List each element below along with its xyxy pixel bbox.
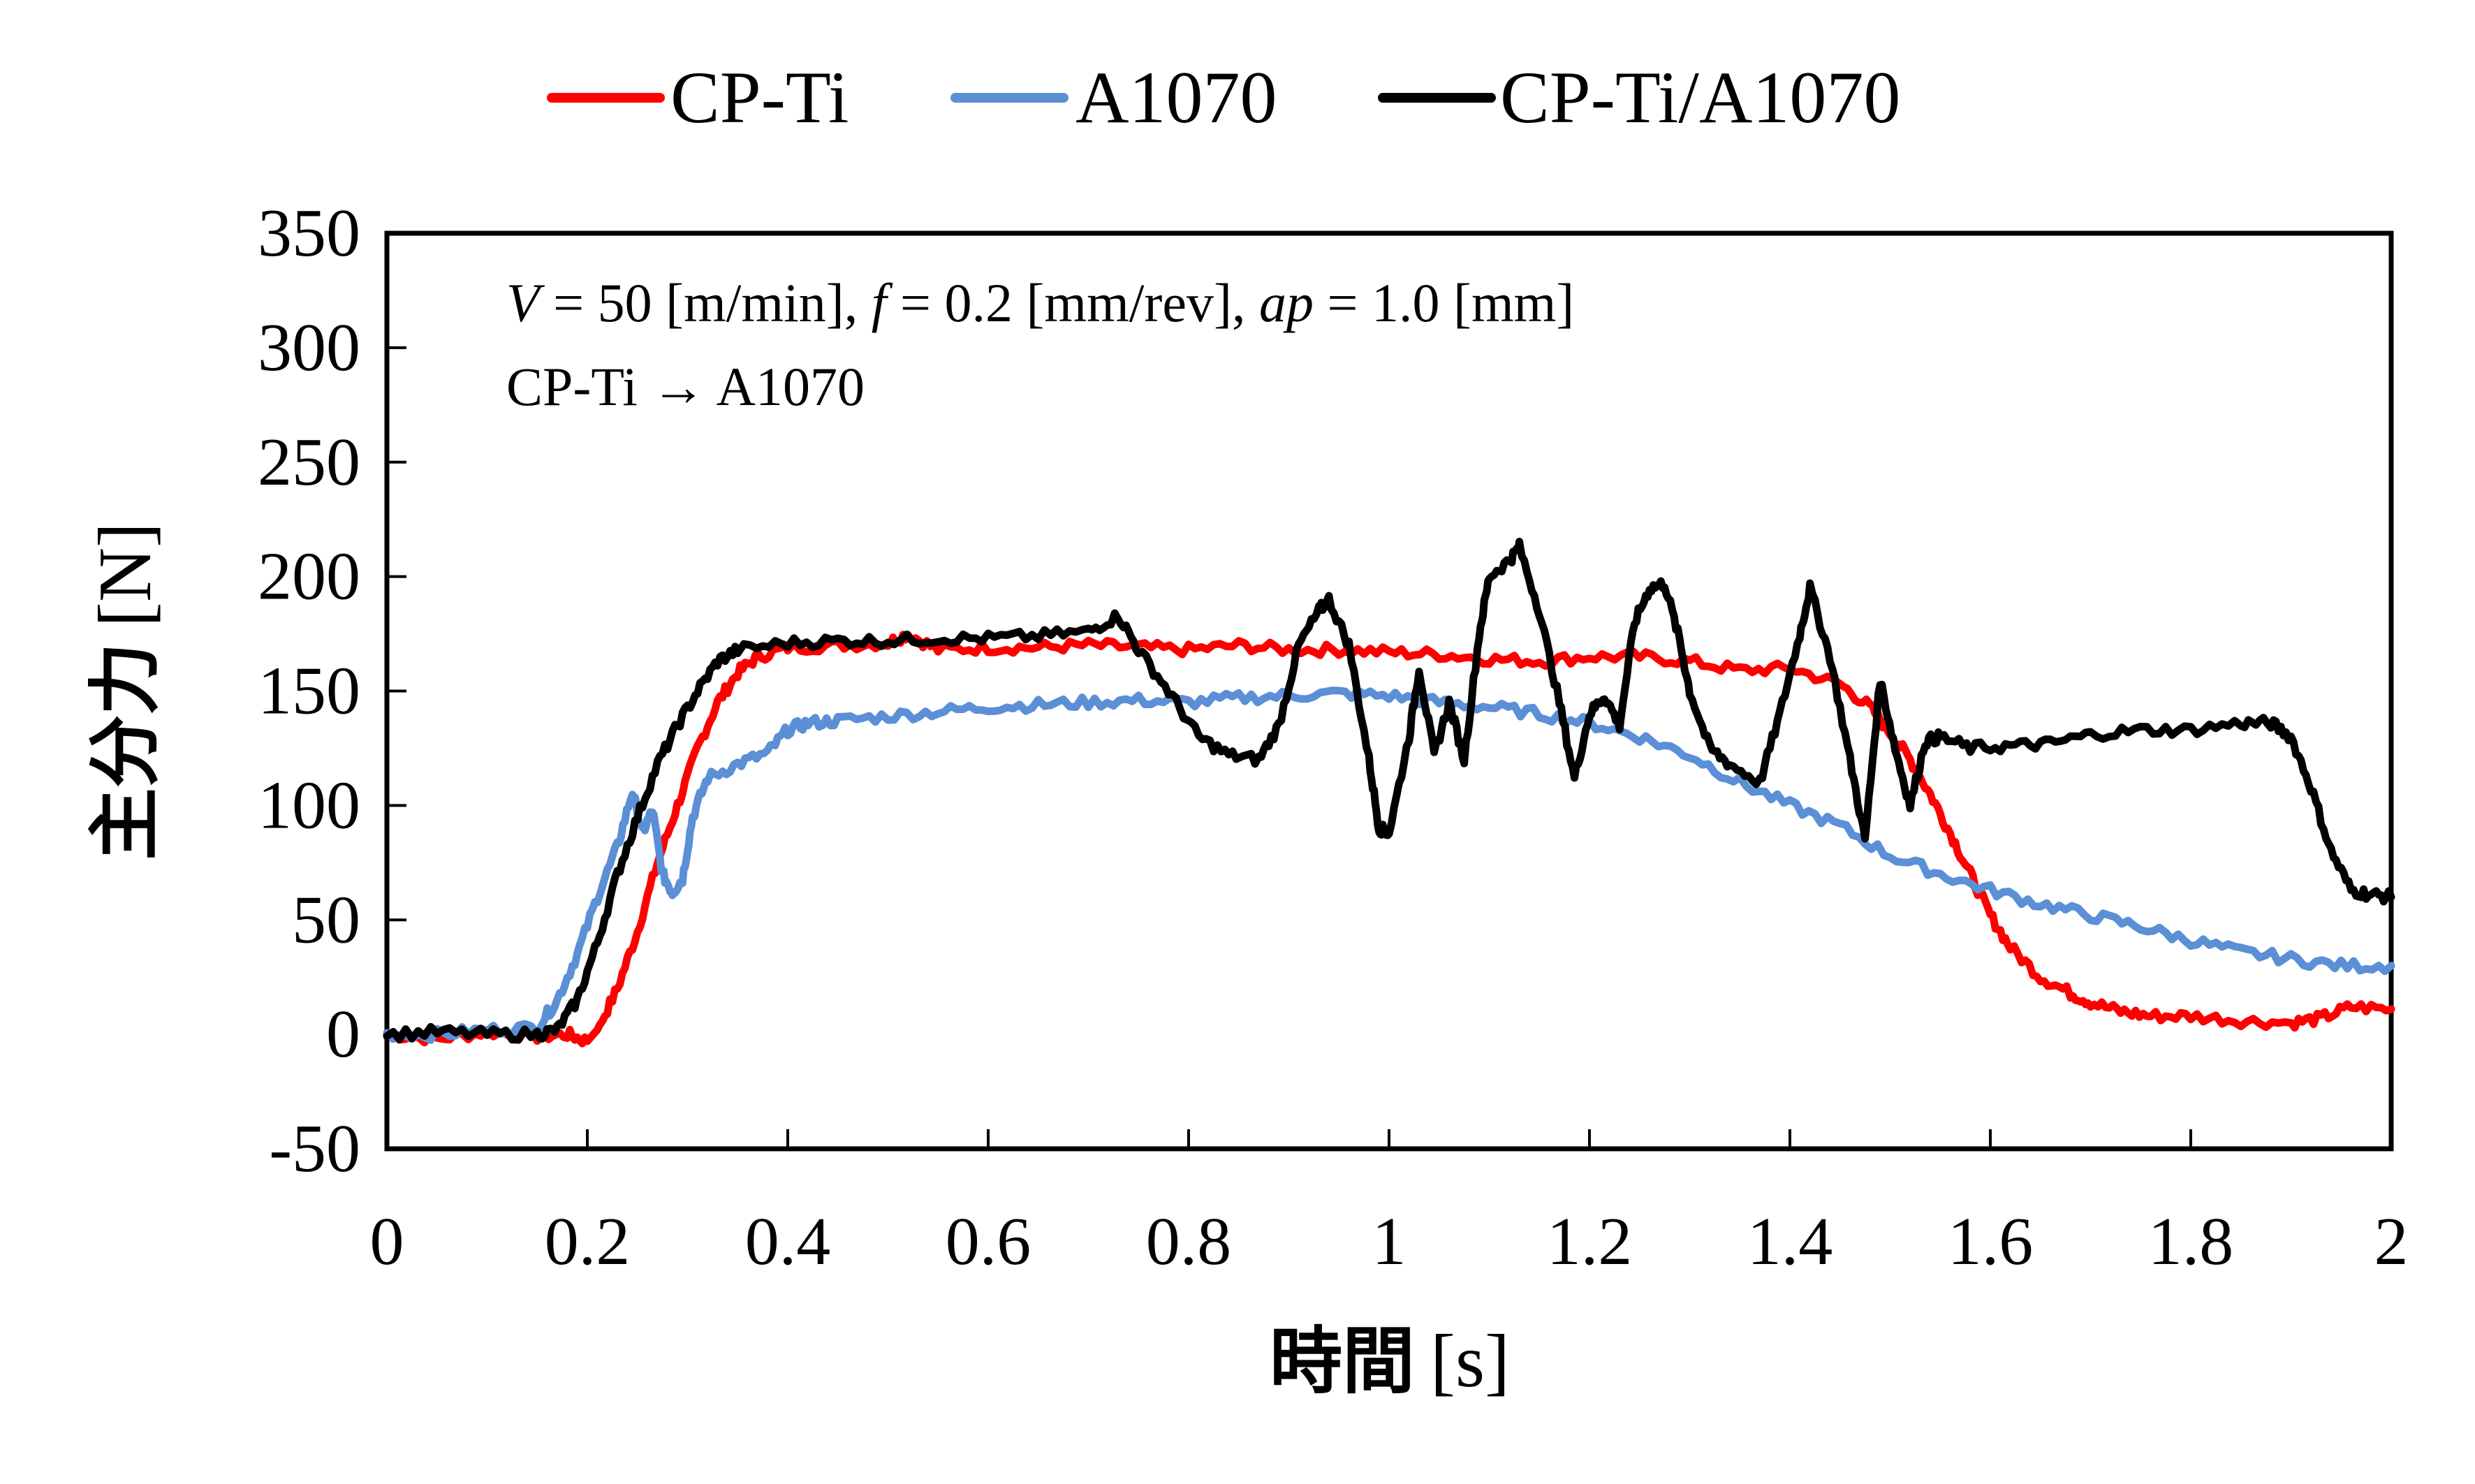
- y-axis: -50 0 50 100 150 200 250 300 350: [258, 196, 406, 1187]
- x-tick-label: 0.4: [745, 1204, 831, 1279]
- y-axis-title-text: 主分力 [N]: [82, 522, 168, 860]
- series-line-cp-ti-a1070: [383, 538, 2395, 1044]
- y-axis-title-main: 主分力: [82, 642, 168, 860]
- legend-label-cp-ti-a1070: CP-Ti/A1070: [1500, 57, 1900, 138]
- x-axis-title-main: 時間: [1270, 1318, 1415, 1404]
- x-tick-label: 0: [370, 1204, 404, 1279]
- y-tick-label: 350: [258, 196, 360, 271]
- x-tick-label: 1.2: [1547, 1204, 1633, 1279]
- series-group: [383, 538, 2395, 1048]
- y-tick-label: 50: [292, 882, 360, 957]
- x-tick-label: 0.2: [545, 1204, 631, 1279]
- y-tick-label: 100: [258, 767, 360, 843]
- x-tick-label: 1: [1372, 1204, 1407, 1279]
- legend: CP-Ti A1070 CP-Ti/A1070: [547, 57, 1900, 138]
- x-tick-label: 0.8: [1146, 1204, 1232, 1279]
- y-tick-label: 200: [258, 539, 360, 615]
- annotation-direction: CP-Ti → A1070: [506, 356, 865, 417]
- legend-label-a1070: A1070: [1075, 57, 1277, 138]
- legend-item-a1070: A1070: [950, 57, 1277, 138]
- x-axis-title-text: 時間 [s]: [1270, 1318, 1510, 1404]
- legend-item-cp-ti: CP-Ti: [547, 57, 849, 138]
- annotation-conditions: V = 50 [m/min], f = 0.2 [mm/rev], ap = 1…: [506, 272, 1574, 333]
- x-axis: 0 0.2 0.4 0.6 0.8 1 1.2 1.4 1.6 1.8 2: [370, 1129, 2409, 1279]
- x-tick-label: 2: [2374, 1204, 2409, 1279]
- legend-item-cp-ti-a1070: CP-Ti/A1070: [1378, 57, 1900, 138]
- x-tick-label: 0.6: [946, 1204, 1031, 1279]
- y-axis-title-unit: [N]: [84, 522, 167, 627]
- annotation-part: = 50 [m/min],: [540, 272, 872, 333]
- y-tick-label: -50: [269, 1111, 360, 1187]
- y-tick-label: 0: [326, 997, 360, 1072]
- series-line-cp-ti: [383, 631, 2395, 1048]
- x-tick-label: 1.4: [1747, 1204, 1833, 1279]
- y-tick-label: 300: [258, 310, 360, 385]
- series-line-a1070: [383, 686, 2395, 1044]
- annotation-part: CP-Ti → A1070: [506, 356, 865, 417]
- legend-label-cp-ti: CP-Ti: [670, 57, 849, 138]
- annotation-part: V: [506, 272, 545, 333]
- annotation-part: ap: [1259, 272, 1314, 333]
- x-axis-title: 時間 [s]: [1270, 1318, 1510, 1404]
- x-axis-title-unit: [s]: [1430, 1320, 1510, 1403]
- y-tick-label: 250: [258, 425, 360, 500]
- y-tick-label: 150: [258, 654, 360, 729]
- x-tick-label: 1.6: [1948, 1204, 2034, 1279]
- annotation-part: = 0.2 [mm/rev],: [886, 272, 1259, 333]
- annotation-part: = 1.0 [mm]: [1314, 272, 1574, 333]
- x-tick-label: 1.8: [2148, 1204, 2234, 1279]
- y-axis-title: 主分力 [N]: [82, 522, 168, 860]
